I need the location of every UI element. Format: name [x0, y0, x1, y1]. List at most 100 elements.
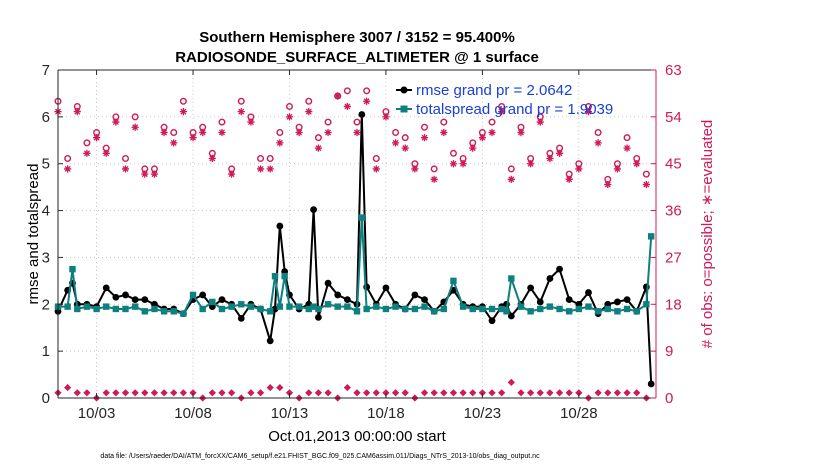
- totalspread-point: [430, 308, 438, 315]
- x-tick-label: 10/08: [174, 405, 212, 422]
- x-tick-label: 10/13: [271, 405, 309, 422]
- obs-evaluated-marker: [334, 92, 342, 100]
- totalspread-point: [373, 303, 380, 310]
- totalspread-point: [363, 305, 370, 313]
- totalspread-point: [643, 301, 650, 308]
- obs-possible-marker: [285, 102, 293, 110]
- y-tick-label: 1: [42, 343, 50, 360]
- obs-evaluated-marker: [343, 102, 351, 111]
- obs-evaluated-marker: [382, 113, 390, 121]
- obs-rejected-marker: [64, 383, 72, 392]
- rmse-point: [546, 275, 554, 282]
- rmse-point: [623, 296, 631, 303]
- obs-possible-marker: [257, 155, 265, 163]
- obs-evaluated-marker: [469, 144, 477, 152]
- obs-evaluated-marker: [237, 108, 245, 116]
- obs-evaluated-marker: [64, 165, 72, 173]
- totalspread-point: [594, 308, 602, 315]
- totalspread-point: [266, 308, 274, 315]
- obs-rejected-marker: [391, 389, 400, 397]
- obs-evaluated-marker: [498, 108, 506, 116]
- obs-rejected-marker: [613, 389, 622, 397]
- obs-evaluated-marker: [256, 165, 265, 173]
- obs-possible-marker: [237, 97, 245, 105]
- totalspread-point: [103, 303, 110, 310]
- totalspread-point: [358, 214, 366, 221]
- obs-rejected-marker: [633, 389, 641, 397]
- obs-rejected-marker: [218, 389, 226, 397]
- rmse-point: [343, 296, 351, 303]
- obs-evaluated-marker: [141, 170, 149, 178]
- chart-title: Southern Hemisphere 3007 / 3152 = 95.400…: [199, 29, 515, 46]
- obs-evaluated-marker: [401, 144, 409, 152]
- obs-possible-marker: [276, 128, 284, 136]
- y2-tick-label: 36: [665, 203, 682, 220]
- obs-evaluated-marker: [92, 134, 101, 142]
- obs-evaluated-marker: [73, 108, 81, 116]
- obs-rejected-marker: [488, 389, 496, 397]
- totalspread-point: [604, 305, 611, 313]
- obs-rejected-marker: [314, 389, 323, 397]
- totalspread-point: [64, 303, 71, 310]
- obs-possible-marker: [507, 165, 515, 173]
- rmse-point: [647, 380, 655, 388]
- totalspread-point: [112, 305, 120, 313]
- obs-possible-marker: [170, 128, 178, 136]
- y-tick-label: 3: [42, 249, 50, 266]
- rmse-point: [310, 206, 317, 214]
- obs-evaluated-marker: [363, 97, 371, 105]
- obs-possible-marker: [305, 97, 313, 105]
- obs-rejected-marker: [565, 389, 573, 397]
- totalspread-point: [556, 305, 563, 313]
- totalspread-point: [421, 303, 428, 310]
- obs-evaluated-marker: [507, 175, 515, 183]
- obs-evaluated-marker: [642, 180, 650, 189]
- obs-possible-marker: [266, 155, 274, 163]
- obs-possible-marker: [131, 113, 139, 121]
- obs-rejected-marker: [353, 389, 361, 397]
- obs-possible-marker: [488, 118, 496, 126]
- obs-evaluated-marker: [546, 154, 554, 163]
- totalspread-point: [218, 305, 226, 313]
- rmse-point: [266, 337, 274, 345]
- totalspread-point: [575, 305, 583, 313]
- obs-possible-marker: [64, 155, 72, 163]
- obs-rejected-marker: [498, 389, 506, 397]
- rmse-point: [614, 298, 621, 306]
- obs-rejected-marker: [372, 389, 380, 397]
- x-tick-label: 10/03: [78, 405, 116, 422]
- obs-evaluated-marker: [488, 128, 496, 137]
- obs-rejected-marker: [141, 389, 149, 397]
- totalspread-point: [315, 305, 322, 313]
- obs-evaluated-marker: [623, 144, 631, 152]
- rmse-point: [334, 291, 342, 299]
- obs-evaluated-marker: [353, 128, 361, 137]
- obs-evaluated-marker: [285, 113, 294, 121]
- totalspread-point: [281, 272, 288, 280]
- y-tick-label: 0: [42, 390, 50, 407]
- obs-possible-marker: [343, 87, 351, 95]
- totalspread-point: [503, 308, 510, 315]
- obs-rejected-marker: [507, 378, 515, 386]
- obs-evaluated-marker: [170, 139, 178, 147]
- obs-rejected-marker: [247, 389, 255, 397]
- y2-axis-label: # of obs: o=possible; ∗=evaluated: [699, 120, 716, 349]
- rmse-point: [556, 265, 563, 273]
- obs-evaluated-marker: [305, 108, 313, 116]
- totalspread-point: [344, 303, 351, 310]
- obs-evaluated-marker: [565, 175, 573, 183]
- obs-rejected-marker: [266, 383, 274, 392]
- obs-possible-marker: [353, 118, 361, 126]
- obs-rejected-marker: [112, 389, 120, 397]
- obs-rejected-marker: [420, 389, 429, 397]
- obs-possible-marker: [83, 139, 91, 147]
- obs-evaluated-marker: [266, 165, 274, 173]
- obs-possible-marker: [372, 155, 380, 163]
- totalspread-point: [310, 303, 317, 310]
- rmse-point: [565, 296, 573, 303]
- grid: [58, 70, 656, 398]
- y2-tick-label: 18: [665, 296, 682, 313]
- obs-evaluated-marker: [189, 134, 197, 142]
- totalspread-point: [238, 301, 245, 308]
